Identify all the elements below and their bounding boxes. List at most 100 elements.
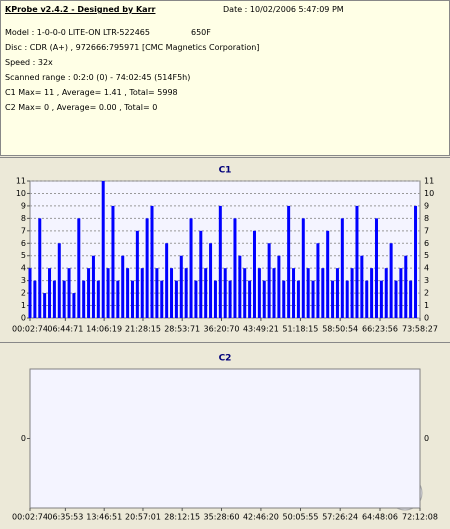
bar	[248, 280, 252, 318]
x-tick-label: 13:46:51	[86, 513, 122, 522]
x-tick-label: 73:58:27	[402, 325, 438, 334]
y-tick-label-right: 6	[424, 239, 429, 248]
bar	[140, 268, 144, 318]
bar	[379, 280, 383, 318]
bar	[296, 280, 300, 318]
bar	[326, 230, 330, 318]
date: Date : 10/02/2006 5:47:09 PM	[223, 5, 344, 14]
bar	[101, 181, 105, 318]
y-tick-label-right: 2	[424, 289, 429, 298]
y-tick-label: 11	[16, 177, 26, 186]
bar	[204, 268, 208, 318]
bar	[106, 268, 110, 318]
bar	[243, 268, 247, 318]
chart-title: C2	[219, 354, 232, 364]
info-line: Scanned range : 0:2:0 (0) - 74:02:45 (51…	[5, 73, 191, 82]
y-tick-label: 10	[16, 189, 26, 198]
bar	[209, 243, 213, 318]
bar	[194, 280, 198, 318]
app-title: KProbe v2.4.2 - Designed by Karr	[5, 5, 156, 14]
bar	[292, 268, 296, 318]
x-tick-label: 00:02:74	[12, 513, 48, 522]
model: Model : 1-0-0-0 LITE-ON LTR-522465	[5, 28, 150, 37]
bar	[38, 218, 42, 318]
bar	[238, 255, 242, 318]
bar	[155, 268, 159, 318]
bar	[223, 268, 227, 318]
y-tick-label: 3	[21, 276, 26, 285]
x-tick-label: 21:28:15	[125, 325, 161, 334]
y-tick-label-right: 3	[424, 276, 429, 285]
bar	[340, 218, 344, 318]
x-tick-label: 06:35:53	[47, 513, 83, 522]
bar	[72, 293, 76, 318]
bar	[145, 218, 149, 318]
bar	[394, 280, 398, 318]
firmware: 650F	[191, 28, 211, 37]
info-line: C1 Max= 11 , Average= 1.41 , Total= 5998	[5, 88, 178, 97]
bar	[335, 268, 339, 318]
bar	[170, 268, 174, 318]
bar	[87, 268, 91, 318]
bar	[257, 268, 261, 318]
bar	[82, 280, 86, 318]
bar	[287, 205, 291, 318]
bar	[355, 205, 359, 318]
bar	[350, 268, 354, 318]
bar	[306, 268, 310, 318]
x-tick-label: 64:48:06	[362, 513, 398, 522]
bar	[311, 280, 315, 318]
bar	[389, 243, 393, 318]
bar	[130, 280, 134, 318]
bar	[345, 280, 349, 318]
bar	[414, 205, 418, 318]
bar	[360, 255, 364, 318]
bar	[67, 268, 71, 318]
bar	[218, 205, 222, 318]
x-tick-label: 58:50:54	[322, 325, 358, 334]
x-tick-label: 43:49:21	[243, 325, 279, 334]
y-tick-label-right: 9	[424, 201, 429, 210]
bar	[365, 280, 369, 318]
bar	[62, 280, 66, 318]
bar	[43, 293, 47, 318]
bar	[160, 280, 164, 318]
bar	[52, 280, 56, 318]
bar	[374, 218, 378, 318]
y-tick-label-right: 4	[424, 264, 429, 273]
bar	[409, 280, 413, 318]
x-tick-label: 06:44:71	[47, 325, 83, 334]
plot-area	[29, 368, 421, 509]
info-line: Disc : CDR (A+) , 972666:795971 [CMC Mag…	[5, 43, 260, 52]
chart-c2: C2 0 0 00:02:74 06:35:53 13:46:51 20:57:01 28:1…	[0, 342, 450, 529]
y-tick-label: 5	[21, 251, 26, 260]
bar	[321, 268, 325, 318]
bar	[213, 280, 217, 318]
x-tick-label: 14:06:19	[86, 325, 122, 334]
info-panel: KProbe v2.4.2 - Designed by Karr Date : …	[0, 0, 450, 156]
chart-title: C1	[219, 166, 232, 176]
bar	[301, 218, 305, 318]
bar	[121, 255, 125, 318]
bar	[399, 268, 403, 318]
x-tick-label: 28:53:71	[164, 325, 200, 334]
y-tick-label-right: 1	[424, 301, 429, 310]
x-tick-label: 42:46:20	[243, 513, 279, 522]
y-tick-label-right: 8	[424, 214, 429, 223]
y-tick-label-right: 10	[424, 189, 434, 198]
bar	[228, 280, 232, 318]
bar	[150, 205, 154, 318]
bar	[126, 268, 130, 318]
bar	[135, 230, 139, 318]
x-tick-label: 00:02:74	[12, 325, 48, 334]
bar	[116, 280, 120, 318]
x-tick-label: 51:18:15	[282, 325, 318, 334]
y-tick-label-right: 7	[424, 226, 429, 235]
y-tick-label: 8	[21, 214, 26, 223]
bar	[111, 205, 115, 318]
x-tick-label: 66:23:56	[362, 325, 398, 334]
bar	[282, 280, 286, 318]
y-tick-label-right: 11	[424, 177, 434, 186]
